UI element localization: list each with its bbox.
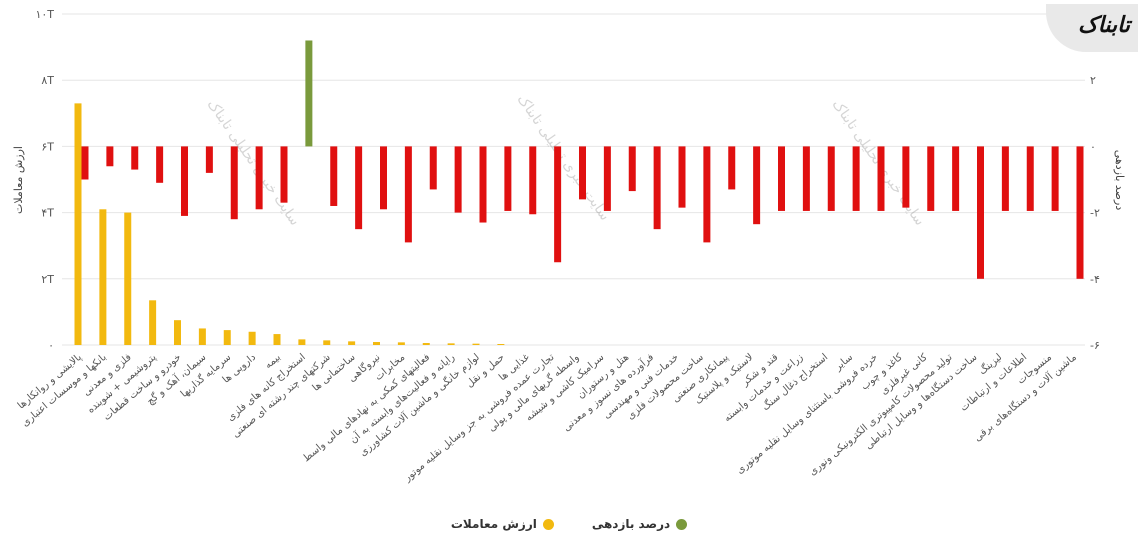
value-bar [422,343,430,345]
return-bar [554,146,562,263]
return-bar [877,146,885,211]
return-bar [827,146,835,211]
right-tick-label: -۲ [1090,207,1100,220]
watermark-text: سایت خبری تحلیلی تابناک [514,92,613,224]
watermark-text: سایت خبری تحلیلی تابناک [204,97,303,229]
left-tick-label: ۱۰T [35,8,54,21]
legend-dot-value [542,518,554,530]
value-bar [99,209,107,345]
right-axis-ticks: ۴۲۰-۲-۴-۶ [1090,8,1100,352]
right-tick-label: ۰ [1090,140,1096,153]
value-bar [397,342,405,345]
value-bars [74,103,505,346]
legend-item-return[interactable]: درصد بازدهی [591,517,688,531]
return-bar [181,146,188,216]
value-bar [223,330,231,345]
return-bar [454,146,462,213]
return-bar [1051,146,1059,211]
return-bar [230,146,238,220]
return-bar [628,146,636,192]
return-bar [255,146,263,210]
legend-label-value: ارزش معاملات [450,517,537,531]
left-axis-title: ارزش معاملات [12,146,25,214]
value-bar [298,339,306,345]
return-bar [404,146,412,243]
return-bar [1076,146,1084,279]
logo-text: تابناک [1078,12,1130,38]
return-bar [952,146,960,211]
value-bar [472,343,480,345]
return-bar [603,146,611,211]
watermarks: سایت خبری تحلیلی تابناک سایت خبری تحلیلی … [204,92,928,229]
return-bar [106,146,114,167]
legend: درصد بازدهی ارزش معاملات [0,517,1138,531]
left-tick-label: ۶T [41,140,54,153]
value-bar [273,334,281,345]
value-bar [124,212,132,345]
value-bar [373,342,380,345]
return-bar [156,146,164,183]
right-tick-label: -۴ [1090,273,1100,286]
value-bar [323,340,331,345]
return-bars [81,40,1084,279]
value-bar [174,320,181,345]
return-bar [753,146,761,225]
return-bar [429,146,437,190]
return-bar [653,146,661,230]
return-bar [852,146,860,211]
return-bar [131,146,139,170]
return-bar [927,146,935,211]
tabnak-logo: تابناک [1046,4,1138,52]
return-bar [380,146,387,210]
return-bar [902,146,910,208]
left-tick-label: ۰ [48,339,54,352]
return-bar [1001,146,1009,211]
legend-dot-return [676,518,688,530]
right-tick-label: -۶ [1090,339,1100,352]
return-bar [579,146,586,200]
legend-label-return: درصد بازدهی [591,517,671,531]
return-bar [280,146,288,203]
return-bar [778,146,785,211]
value-bar [149,300,157,345]
return-bar [529,146,537,215]
value-bar [248,331,256,345]
return-bar [205,146,213,173]
left-tick-label: ۸T [41,74,54,87]
value-bar [74,103,82,346]
value-bar [447,343,455,345]
left-axis-ticks: ۰ ۲T ۴T ۶T ۸T ۱۰T [35,8,54,352]
value-bar [198,328,206,345]
legend-item-value[interactable]: ارزش معاملات [451,517,554,531]
left-tick-label: ۴T [41,207,54,220]
return-bar [504,146,512,211]
right-axis-title: درصد بازدهی [1113,150,1126,211]
return-bar [703,146,711,243]
return-bar [305,40,313,147]
return-bar [81,146,89,180]
return-bar [355,146,363,230]
return-bar [678,146,686,208]
left-tick-label: ۲T [41,273,54,286]
right-tick-label: ۲ [1090,74,1096,87]
return-bar [330,146,338,206]
return-bar [802,146,810,211]
value-bar [497,344,505,345]
return-bar [728,146,736,190]
return-bar [479,146,487,223]
return-bar [977,146,984,279]
return-bar [1026,146,1034,211]
value-bar [348,341,356,345]
